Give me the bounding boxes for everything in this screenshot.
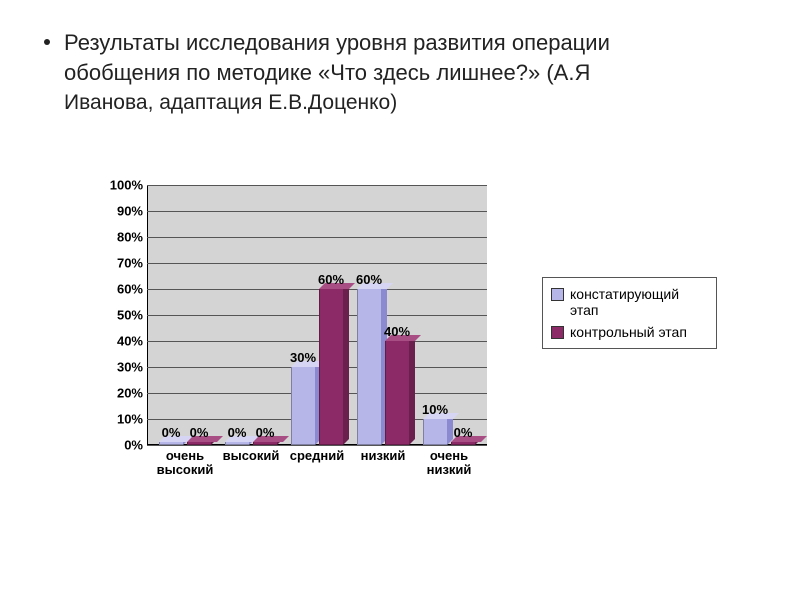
value-label: 0% [454,425,473,440]
legend-label-1: контрольный этап [570,324,687,340]
chart-plot-area: 0%10%20%30%40%50%60%70%80%90%100%оченьвы… [147,185,487,445]
gridline [147,237,487,238]
gridline [147,341,487,342]
ytick-label: 50% [117,308,147,323]
bar: 60% [357,289,381,445]
bar: 30% [291,367,315,445]
value-label: 60% [318,272,344,287]
chart-container: констатирующий этап контрольный этап 0%1… [95,185,695,525]
ytick-label: 40% [117,334,147,349]
title-block: Результаты исследования уровня развития … [64,28,704,118]
value-label: 0% [256,425,275,440]
gridline [147,263,487,264]
value-label: 60% [356,272,382,287]
category-label: средний [284,445,350,463]
gridline [147,315,487,316]
gridline [147,185,487,186]
bar: 40% [385,341,409,445]
bar: 0% [253,442,277,445]
value-label: 30% [290,350,316,365]
category-label: оченьнизкий [416,445,482,478]
legend-swatch-1 [551,326,564,339]
bar: 0% [187,442,211,445]
title-bullet-row: Результаты исследования уровня развития … [44,28,756,118]
ytick-label: 60% [117,282,147,297]
gridline [147,211,487,212]
category-label: низкий [350,445,416,463]
bar: 0% [159,442,183,445]
ytick-label: 20% [117,386,147,401]
ytick-label: 10% [117,412,147,427]
bar: 60% [319,289,343,445]
title-text: Результаты исследования уровня развития … [64,30,610,85]
legend-swatch-0 [551,288,564,301]
ytick-label: 30% [117,360,147,375]
ytick-label: 70% [117,256,147,271]
value-label: 40% [384,324,410,339]
bar: 0% [225,442,249,445]
value-label: 0% [228,425,247,440]
ytick-label: 100% [110,178,147,193]
legend-label-0: констатирующий этап [570,286,706,318]
gridline [147,289,487,290]
bar: 10% [423,419,447,445]
value-label: 0% [190,425,209,440]
legend-item-0: констатирующий этап [551,286,706,318]
bar: 0% [451,442,475,445]
title-sub-text: Иванова, адаптация Е.В.Доценко) [64,91,397,114]
category-label: оченьвысокий [152,445,218,478]
category-label: высокий [218,445,284,463]
legend-item-1: контрольный этап [551,324,706,340]
slide-container: Результаты исследования уровня развития … [0,0,800,600]
ytick-label: 0% [124,438,147,453]
ytick-label: 80% [117,230,147,245]
ytick-label: 90% [117,204,147,219]
bullet-icon [44,39,50,45]
value-label: 0% [162,425,181,440]
chart-legend: констатирующий этап контрольный этап [542,277,717,349]
value-label: 10% [422,402,448,417]
